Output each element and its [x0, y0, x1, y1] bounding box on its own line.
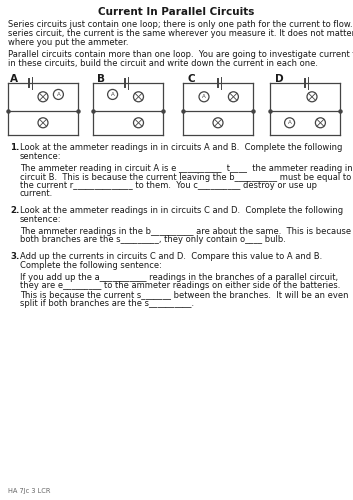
Circle shape	[53, 90, 64, 100]
Text: HA 7Jc 3 LCR: HA 7Jc 3 LCR	[8, 488, 50, 494]
Text: A: A	[202, 94, 206, 100]
Text: in these circuits, build the circuit and write down the current in each one.: in these circuits, build the circuit and…	[8, 59, 318, 68]
Circle shape	[38, 118, 48, 128]
Text: A: A	[10, 74, 18, 84]
Text: 1.: 1.	[10, 143, 19, 152]
Text: both branches are the s_________, they only contain o____ bulb.: both branches are the s_________, they o…	[20, 236, 286, 244]
Text: Current In Parallel Circuits: Current In Parallel Circuits	[98, 7, 255, 17]
Text: C: C	[188, 74, 196, 84]
Text: 2.: 2.	[10, 206, 19, 215]
Text: Add up the currents in circuits C and D.  Compare this value to A and B.: Add up the currents in circuits C and D.…	[20, 252, 322, 261]
Circle shape	[315, 118, 325, 128]
Text: where you put the ammeter.: where you put the ammeter.	[8, 38, 128, 47]
Text: sentence:: sentence:	[20, 215, 61, 224]
Text: Complete the following sentence:: Complete the following sentence:	[20, 261, 162, 270]
Text: A: A	[288, 120, 292, 126]
Text: A: A	[111, 92, 114, 97]
Circle shape	[133, 92, 144, 102]
Text: the current r______________ to them.  You c__________ destroy or use up: the current r______________ to them. You…	[20, 181, 317, 190]
Text: The ammeter reading in circuit A is e __________  t____  the ammeter reading in: The ammeter reading in circuit A is e __…	[20, 164, 353, 173]
Text: This is because the current s_______ between the branches.  It will be an even: This is because the current s_______ bet…	[20, 290, 348, 299]
Text: they are e_________ to the ammeter readings on either side of the batteries.: they are e_________ to the ammeter readi…	[20, 282, 340, 290]
Circle shape	[307, 92, 317, 102]
Text: Look at the ammeter readings in in circuits A and B.  Complete the following: Look at the ammeter readings in in circu…	[20, 143, 342, 152]
Text: circuit B.  This is because the current leaving the b__________ must be equal to: circuit B. This is because the current l…	[20, 172, 351, 182]
Circle shape	[199, 92, 209, 102]
Text: Look at the ammeter readings in in circuits C and D.  Complete the following: Look at the ammeter readings in in circu…	[20, 206, 343, 215]
Text: The ammeter readings in the b__________ are about the same.  This is because: The ammeter readings in the b__________ …	[20, 227, 351, 236]
Circle shape	[108, 90, 118, 100]
Circle shape	[285, 118, 295, 128]
Text: Parallel circuits contain more than one loop.  You are going to investigate curr: Parallel circuits contain more than one …	[8, 50, 353, 59]
Circle shape	[38, 92, 48, 102]
Circle shape	[133, 118, 144, 128]
Text: current.: current.	[20, 190, 53, 198]
Text: A: A	[56, 92, 60, 97]
Text: sentence:: sentence:	[20, 152, 61, 161]
Text: Series circuits just contain one loop; there is only one path for the current to: Series circuits just contain one loop; t…	[8, 20, 353, 29]
Text: split if both branches are the s__________.: split if both branches are the s________…	[20, 298, 194, 308]
Text: 3.: 3.	[10, 252, 19, 261]
Text: series circuit, the current is the same wherever you measure it. It does not mat: series circuit, the current is the same …	[8, 29, 353, 38]
Circle shape	[213, 118, 223, 128]
Text: D: D	[275, 74, 283, 84]
Text: If you add up the a___________ readings in the branches of a parallel circuit,: If you add up the a___________ readings …	[20, 273, 338, 282]
Text: B: B	[97, 74, 105, 84]
Circle shape	[228, 92, 238, 102]
